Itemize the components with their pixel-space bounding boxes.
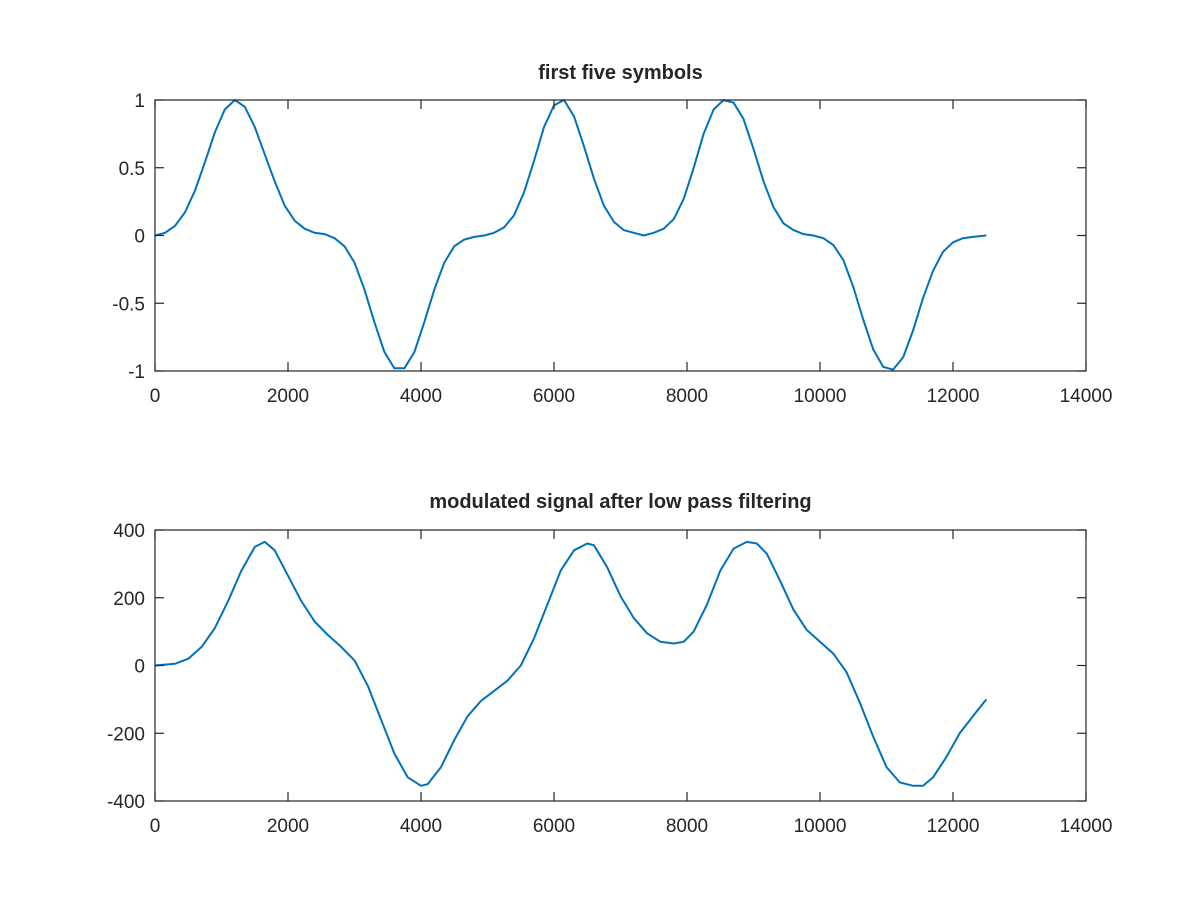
x-tick-label: 10000 bbox=[794, 386, 847, 407]
x-tick-label: 8000 bbox=[666, 816, 708, 837]
chart-title: first five symbols bbox=[538, 62, 703, 84]
x-tick-label: 4000 bbox=[400, 386, 442, 407]
y-tick-label: 0.5 bbox=[119, 159, 145, 180]
subplot-bottom: modulated signal after low pass filterin… bbox=[107, 491, 1112, 837]
series-line bbox=[154, 99, 987, 371]
x-tick-label: 0 bbox=[150, 816, 161, 837]
x-tick-label: 2000 bbox=[267, 386, 309, 407]
y-tick-label: 400 bbox=[113, 521, 145, 542]
x-tick-label: 6000 bbox=[533, 386, 575, 407]
x-tick-label: 4000 bbox=[400, 816, 442, 837]
plot-area: 0 2000 4000 6000 8000 10000 12000 14000 -1 -0.5 0 0… bbox=[112, 91, 1112, 407]
chart-title: modulated signal after low pass filterin… bbox=[429, 491, 811, 513]
y-tick-label: -0.5 bbox=[112, 294, 145, 315]
y-tick-label: -200 bbox=[107, 724, 145, 745]
axes-box bbox=[154, 529, 1087, 802]
x-tick-label: 8000 bbox=[666, 386, 708, 407]
x-tick-label: 14000 bbox=[1060, 816, 1113, 837]
x-tick-label: 14000 bbox=[1060, 386, 1113, 407]
x-tick-label: 12000 bbox=[927, 816, 980, 837]
y-tick-label: 200 bbox=[113, 589, 145, 610]
y-tick-label: 0 bbox=[134, 227, 145, 248]
y-tick-label: 1 bbox=[134, 91, 145, 112]
y-tick-label: -400 bbox=[107, 792, 145, 813]
x-tick-label: 10000 bbox=[794, 816, 847, 837]
y-tick-label: -1 bbox=[128, 362, 145, 383]
series-line bbox=[154, 540, 988, 787]
plot-area: 0 2000 4000 6000 8000 10000 12000 14000-400-200… bbox=[107, 521, 1112, 837]
x-tick-label: 0 bbox=[150, 386, 161, 407]
x-tick-label: 6000 bbox=[533, 816, 575, 837]
y-tick-label: 0 bbox=[134, 657, 145, 678]
x-tick-label: 2000 bbox=[267, 816, 309, 837]
axes-box bbox=[154, 99, 1087, 372]
subplot-top: first five symbols 0 2000 4000 6000 8000 1000… bbox=[112, 62, 1112, 407]
x-tick-label: 12000 bbox=[927, 386, 980, 407]
